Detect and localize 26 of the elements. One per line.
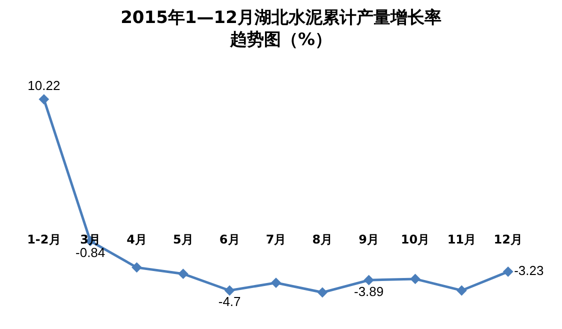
x-tick-label: 6月 [219,232,240,246]
x-tick-label: 8月 [312,232,333,246]
data-label: -4.7 [218,294,241,310]
data-label: -3.23 [514,262,544,278]
data-label: -3.89 [354,284,384,299]
x-tick-label: 12月 [494,232,522,246]
data-label: -0.84 [76,244,106,260]
x-tick-label: 10月 [400,232,430,246]
point [270,278,282,288]
point [364,274,374,286]
x-tick-label: 4月 [126,232,147,246]
point [38,94,50,105]
x-tick-label: 7月 [266,232,286,246]
x-tick-label: 1-2月 [27,232,61,246]
point [456,285,467,296]
x-tick-label: 11月 [447,232,476,246]
point [502,266,514,277]
x-tick-label: 5月 [172,232,194,246]
point [178,268,188,280]
data-label: 10.22 [28,78,60,94]
point [132,262,142,273]
point [317,287,328,298]
point [224,285,235,296]
x-tick-label: 9月 [358,232,380,246]
chart-title: 2015年1—12月湖北水泥累计产量增长率趋势图（%） [120,8,442,50]
point [410,274,420,284]
